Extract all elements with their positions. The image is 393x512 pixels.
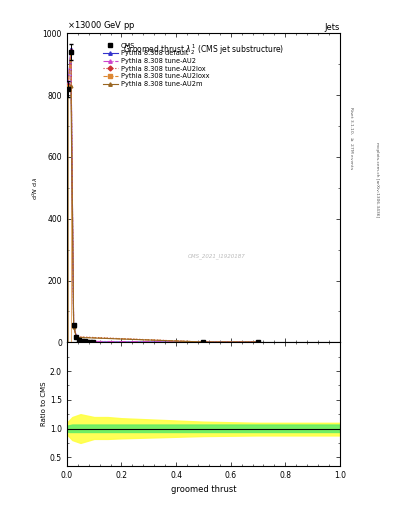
Y-axis label: Ratio to CMS: Ratio to CMS xyxy=(41,382,47,426)
Text: $\times$13000 GeV pp: $\times$13000 GeV pp xyxy=(67,19,135,32)
X-axis label: groomed thrust: groomed thrust xyxy=(171,485,236,495)
Text: CMS_2021_I1920187: CMS_2021_I1920187 xyxy=(188,253,246,259)
Y-axis label: $\mathrm{d}^2N$ $\mathrm{d}\,\lambda$: $\mathrm{d}^2N$ $\mathrm{d}\,\lambda$ xyxy=(31,176,40,200)
Text: Jets: Jets xyxy=(325,23,340,32)
Text: mcplots.cern.ch [arXiv:1306.3436]: mcplots.cern.ch [arXiv:1306.3436] xyxy=(375,142,379,217)
Text: Rivet 3.1.10, $\geq$ 2.7M events: Rivet 3.1.10, $\geq$ 2.7M events xyxy=(348,106,355,170)
Legend: CMS, Pythia 8.308 default, Pythia 8.308 tune-AU2, Pythia 8.308 tune-AU2lox, Pyth: CMS, Pythia 8.308 default, Pythia 8.308 … xyxy=(103,43,209,87)
Text: Groomed thrust $\lambda_2^1$ (CMS jet substructure): Groomed thrust $\lambda_2^1$ (CMS jet su… xyxy=(123,42,284,57)
